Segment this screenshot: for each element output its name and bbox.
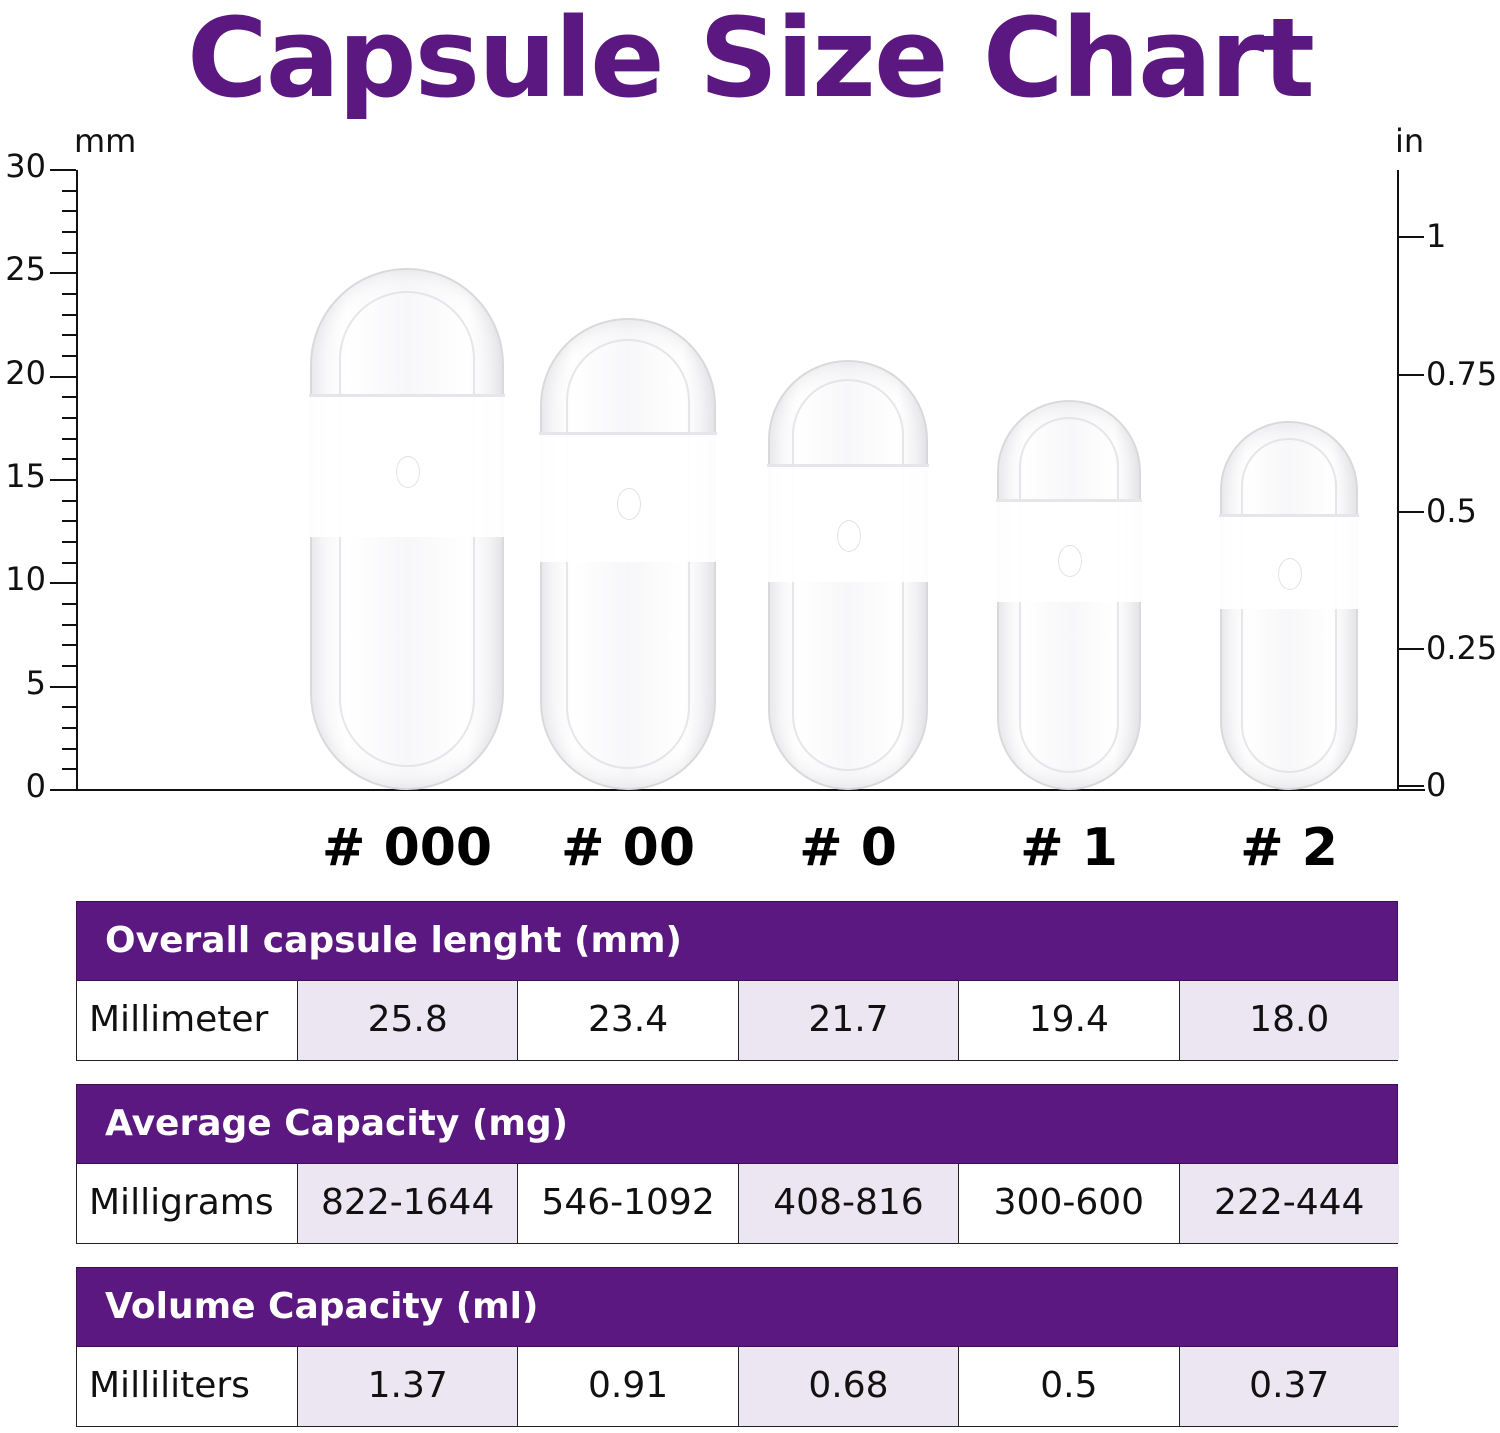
length-table-header: Overall capsule lenght (mm)	[76, 901, 1398, 981]
minor-tick	[62, 231, 76, 233]
table-cell: 23.4	[517, 981, 737, 1060]
major-tick	[50, 479, 76, 481]
minor-tick	[62, 500, 76, 502]
left-tick-label: 5	[25, 664, 46, 702]
left-axis-unit: mm	[74, 122, 137, 160]
table-cell: 822-1644	[297, 1164, 518, 1243]
table-cell: 1.37	[297, 1347, 518, 1426]
minor-tick	[62, 727, 76, 729]
chart-title: Capsule Size Chart	[186, 0, 1315, 122]
minor-tick	[62, 334, 76, 336]
minor-tick	[62, 541, 76, 543]
right-tick	[1398, 236, 1424, 238]
capsule-dimple-icon	[837, 519, 861, 552]
table-row: Milliliters 1.37 0.91 0.68 0.5 0.37	[76, 1347, 1399, 1427]
left-tick-label: 15	[5, 457, 46, 495]
right-axis-line	[1397, 170, 1399, 791]
capsule-0	[767, 360, 929, 790]
table-cell: 222-444	[1178, 1164, 1399, 1243]
table-cell: 0.37	[1178, 1347, 1399, 1426]
ml-capacity-table: Volume Capacity (ml) Milliliters 1.37 0.…	[76, 1267, 1399, 1427]
size-label-000: # 000	[321, 818, 493, 878]
capsule-000	[309, 268, 505, 790]
table-cell: 0.68	[737, 1347, 959, 1426]
length-table: Overall capsule lenght (mm) Millimeter 2…	[76, 901, 1399, 1061]
minor-tick	[62, 210, 76, 212]
capsule-dimple-icon	[396, 456, 420, 489]
minor-tick	[62, 396, 76, 398]
right-tick-label: 1	[1426, 217, 1447, 255]
left-axis-line	[76, 170, 78, 791]
right-tick-label: 0.5	[1426, 492, 1477, 530]
size-label-1: # 1	[1020, 818, 1118, 878]
row-label: Milligrams	[77, 1164, 297, 1243]
minor-tick	[62, 644, 76, 646]
minor-tick	[62, 562, 76, 564]
right-tick	[1398, 785, 1424, 787]
mg-capacity-table: Average Capacity (mg) Milligrams 822-164…	[76, 1084, 1399, 1244]
capsule-00	[539, 318, 717, 790]
major-tick	[50, 376, 76, 378]
table-cell: 18.0	[1178, 981, 1399, 1060]
table-row: Millimeter 25.8 23.4 21.7 19.4 18.0	[76, 981, 1399, 1061]
minor-tick	[62, 624, 76, 626]
right-tick	[1398, 511, 1424, 513]
minor-tick	[62, 355, 76, 357]
left-tick-label: 30	[5, 147, 46, 185]
table-cell: 0.5	[958, 1347, 1178, 1426]
major-tick	[50, 169, 76, 171]
right-tick	[1398, 648, 1424, 650]
minor-tick	[62, 768, 76, 770]
minor-tick	[62, 520, 76, 522]
capsule-dimple-icon	[1278, 558, 1302, 591]
minor-tick	[62, 748, 76, 750]
minor-tick	[62, 438, 76, 440]
ml-capacity-table-header: Volume Capacity (ml)	[76, 1267, 1398, 1347]
minor-tick	[62, 665, 76, 667]
major-tick	[50, 582, 76, 584]
mg-capacity-table-header: Average Capacity (mg)	[76, 1084, 1398, 1164]
major-tick	[50, 686, 76, 688]
left-tick-label: 20	[5, 354, 46, 392]
capsule-1	[996, 400, 1142, 790]
right-tick-label: 0.25	[1426, 629, 1498, 667]
minor-tick	[62, 314, 76, 316]
row-label: Milliliters	[77, 1347, 297, 1426]
table-cell: 300-600	[958, 1164, 1178, 1243]
table-row: Milligrams 822-1644 546-1092 408-816 300…	[76, 1164, 1399, 1244]
size-label-00: # 00	[560, 818, 696, 878]
minor-tick	[62, 293, 76, 295]
minor-tick	[62, 417, 76, 419]
minor-tick	[62, 603, 76, 605]
minor-tick	[62, 706, 76, 708]
x-axis-baseline	[50, 789, 1425, 791]
capsule-dimple-icon	[617, 488, 641, 521]
table-cell: 0.91	[517, 1347, 737, 1426]
minor-tick	[62, 190, 76, 192]
major-tick	[50, 272, 76, 274]
capsule-dimple-icon	[1058, 544, 1082, 577]
table-cell: 19.4	[958, 981, 1178, 1060]
right-tick-label: 0.75	[1426, 355, 1498, 393]
right-tick-label: 0	[1426, 766, 1447, 804]
left-tick-label: 0	[25, 767, 46, 805]
row-label: Millimeter	[77, 981, 297, 1060]
table-cell: 546-1092	[517, 1164, 737, 1243]
minor-tick	[62, 252, 76, 254]
capsule-2	[1219, 421, 1359, 790]
right-tick	[1398, 374, 1424, 376]
size-label-2: # 2	[1240, 818, 1338, 878]
left-tick-label: 10	[5, 560, 46, 598]
minor-tick	[62, 458, 76, 460]
table-cell: 25.8	[297, 981, 518, 1060]
right-axis-unit: in	[1395, 122, 1425, 160]
table-cell: 21.7	[737, 981, 959, 1060]
table-cell: 408-816	[737, 1164, 959, 1243]
size-label-0: # 0	[799, 818, 897, 878]
left-tick-label: 25	[5, 250, 46, 288]
